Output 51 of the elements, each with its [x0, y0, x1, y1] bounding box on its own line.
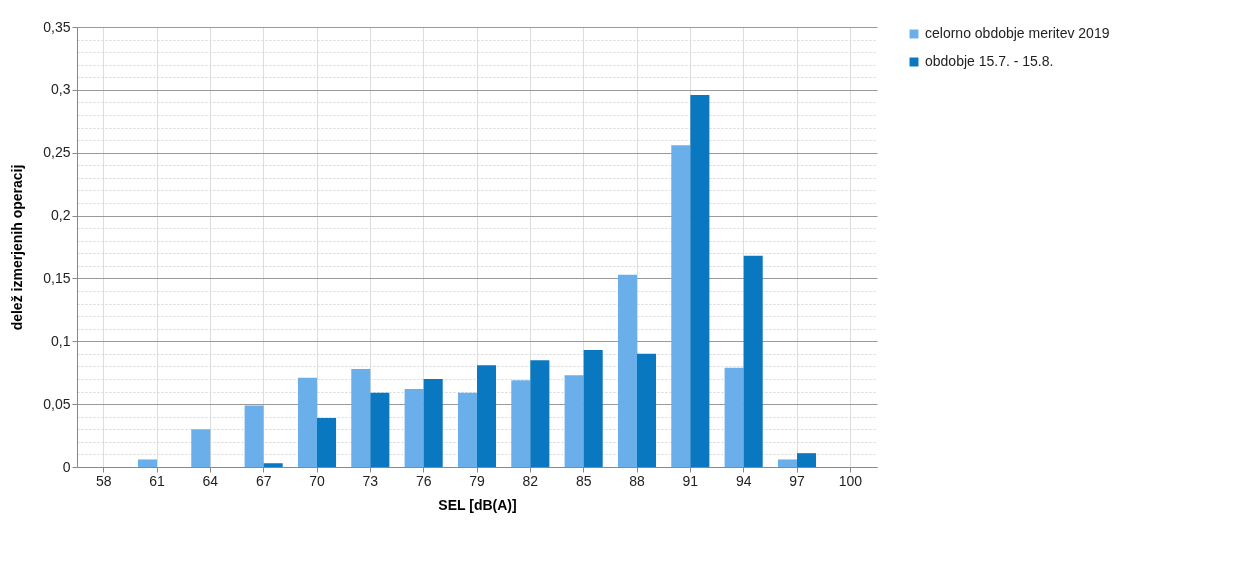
bar	[457, 392, 477, 467]
x-tick-label: 64	[202, 472, 219, 489]
x-tick-label: 85	[575, 472, 592, 489]
bar	[777, 459, 797, 467]
bar	[671, 145, 691, 467]
x-tick-label: 94	[735, 472, 752, 489]
bar	[617, 274, 637, 467]
y-tick-label: 0,25	[43, 144, 71, 161]
x-tick-label: 67	[255, 472, 272, 489]
bar	[423, 379, 443, 467]
y-tick-label: 0,1	[51, 332, 71, 349]
bar	[530, 360, 550, 467]
bar	[297, 377, 317, 467]
bar	[404, 389, 424, 467]
x-tick-label: 61	[149, 472, 165, 489]
bar	[351, 368, 371, 467]
x-tick-label: 88	[629, 472, 645, 489]
x-tick-label: 76	[415, 472, 432, 489]
x-tick-label: 79	[469, 472, 485, 489]
bar	[244, 405, 264, 467]
y-tick-label: 0,35	[43, 18, 71, 35]
bar	[583, 350, 603, 467]
bar	[477, 365, 497, 467]
legend-label: obdobje 15.7. - 15.8.	[925, 53, 1054, 69]
x-tick-label: 73	[362, 472, 379, 489]
x-tick-label: 82	[522, 472, 539, 489]
y-tick-label: 0	[62, 458, 71, 475]
bar	[317, 417, 337, 467]
bar	[263, 463, 283, 467]
y-tick-label: 0,2	[51, 207, 71, 224]
bar	[137, 459, 157, 467]
bar	[370, 392, 390, 467]
x-tick-label: 58	[95, 472, 112, 489]
bar	[637, 353, 657, 467]
legend-label: celorno obdobje meritev 2019	[925, 25, 1110, 41]
bar	[690, 94, 710, 467]
bar	[511, 380, 531, 467]
bar	[191, 429, 211, 467]
x-tick-label: 70	[309, 472, 325, 489]
y-tick-label: 0,3	[51, 81, 71, 98]
x-tick-label: 100	[838, 472, 863, 489]
y-axis-title: delež izmerjenih operacij	[9, 164, 26, 331]
x-tick-label: 97	[789, 472, 805, 489]
bar	[743, 255, 763, 467]
x-tick-label: 91	[682, 472, 699, 489]
bar	[564, 375, 584, 467]
bar	[724, 367, 744, 467]
bar	[797, 453, 817, 467]
y-tick-label: 0,05	[43, 395, 71, 412]
y-tick-label: 0,15	[43, 269, 71, 286]
x-axis-title: SEL [dB(A)]	[438, 496, 517, 513]
